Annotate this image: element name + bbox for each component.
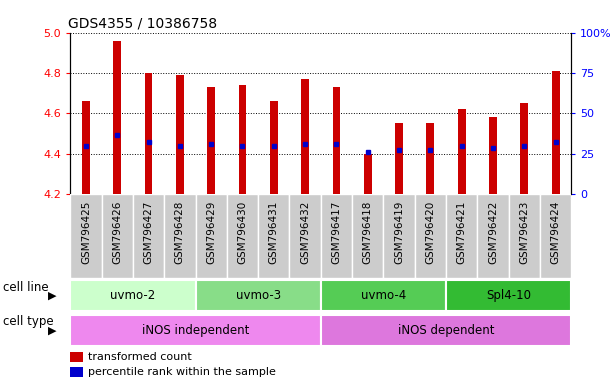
Text: Spl4-10: Spl4-10 bbox=[486, 289, 531, 302]
FancyBboxPatch shape bbox=[290, 194, 321, 278]
Text: uvmo-4: uvmo-4 bbox=[360, 289, 406, 302]
FancyBboxPatch shape bbox=[70, 194, 101, 278]
FancyBboxPatch shape bbox=[384, 194, 415, 278]
FancyBboxPatch shape bbox=[101, 194, 133, 278]
Text: GSM796431: GSM796431 bbox=[269, 201, 279, 264]
Bar bbox=[113, 41, 121, 194]
Text: GSM796426: GSM796426 bbox=[112, 201, 122, 264]
FancyBboxPatch shape bbox=[258, 194, 290, 278]
Text: GSM796432: GSM796432 bbox=[300, 201, 310, 264]
Text: GSM796420: GSM796420 bbox=[425, 201, 436, 264]
Text: GDS4355 / 10386758: GDS4355 / 10386758 bbox=[68, 16, 217, 30]
FancyBboxPatch shape bbox=[415, 194, 446, 278]
Text: iNOS independent: iNOS independent bbox=[142, 324, 249, 337]
Text: GSM796419: GSM796419 bbox=[394, 201, 404, 264]
FancyBboxPatch shape bbox=[321, 280, 446, 311]
FancyBboxPatch shape bbox=[196, 280, 321, 311]
FancyBboxPatch shape bbox=[164, 194, 196, 278]
FancyBboxPatch shape bbox=[70, 280, 196, 311]
Bar bbox=[207, 87, 215, 194]
Bar bbox=[552, 71, 560, 194]
Bar bbox=[270, 101, 278, 194]
Bar bbox=[301, 79, 309, 194]
FancyBboxPatch shape bbox=[446, 280, 571, 311]
FancyBboxPatch shape bbox=[352, 194, 384, 278]
Text: GSM796422: GSM796422 bbox=[488, 201, 498, 264]
Bar bbox=[70, 367, 83, 377]
FancyBboxPatch shape bbox=[446, 194, 477, 278]
FancyBboxPatch shape bbox=[540, 194, 571, 278]
Text: GSM796425: GSM796425 bbox=[81, 201, 91, 264]
FancyBboxPatch shape bbox=[321, 315, 571, 346]
Bar bbox=[395, 123, 403, 194]
FancyBboxPatch shape bbox=[133, 194, 164, 278]
Text: uvmo-2: uvmo-2 bbox=[110, 289, 156, 302]
Bar bbox=[82, 101, 90, 194]
Text: cell type: cell type bbox=[3, 315, 54, 328]
Text: cell line: cell line bbox=[3, 281, 49, 293]
FancyBboxPatch shape bbox=[321, 194, 352, 278]
Text: ▶: ▶ bbox=[48, 291, 56, 301]
Text: percentile rank within the sample: percentile rank within the sample bbox=[88, 367, 276, 377]
Text: GSM796423: GSM796423 bbox=[519, 201, 529, 264]
FancyBboxPatch shape bbox=[477, 194, 509, 278]
Bar bbox=[489, 117, 497, 194]
Bar bbox=[70, 353, 83, 362]
Text: ▶: ▶ bbox=[48, 325, 56, 335]
Text: GSM796429: GSM796429 bbox=[206, 201, 216, 264]
Bar bbox=[176, 75, 184, 194]
Bar bbox=[145, 73, 153, 194]
Bar bbox=[238, 85, 246, 194]
Text: GSM796424: GSM796424 bbox=[551, 201, 561, 264]
Text: GSM796427: GSM796427 bbox=[144, 201, 153, 264]
Text: transformed count: transformed count bbox=[88, 352, 192, 362]
Text: GSM796421: GSM796421 bbox=[456, 201, 467, 264]
Bar bbox=[458, 109, 466, 194]
FancyBboxPatch shape bbox=[70, 315, 321, 346]
Bar bbox=[364, 154, 371, 194]
FancyBboxPatch shape bbox=[509, 194, 540, 278]
Text: GSM796428: GSM796428 bbox=[175, 201, 185, 264]
FancyBboxPatch shape bbox=[227, 194, 258, 278]
Text: uvmo-3: uvmo-3 bbox=[236, 289, 280, 302]
Bar bbox=[521, 103, 529, 194]
FancyBboxPatch shape bbox=[196, 194, 227, 278]
Bar bbox=[332, 87, 340, 194]
Text: GSM796430: GSM796430 bbox=[238, 201, 247, 264]
Text: GSM796417: GSM796417 bbox=[331, 201, 342, 264]
Bar bbox=[426, 123, 434, 194]
Text: GSM796418: GSM796418 bbox=[363, 201, 373, 264]
Text: iNOS dependent: iNOS dependent bbox=[398, 324, 494, 337]
